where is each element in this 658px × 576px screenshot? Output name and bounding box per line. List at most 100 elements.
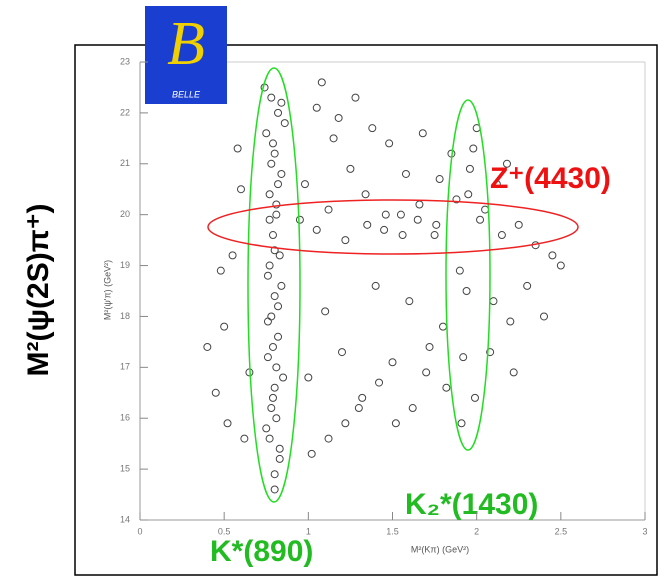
- point: [321, 307, 330, 316]
- point: [492, 180, 501, 189]
- point: [324, 434, 333, 443]
- point: [295, 215, 304, 224]
- point: [274, 180, 283, 189]
- point: [263, 353, 272, 362]
- point: [280, 119, 289, 128]
- point: [502, 159, 511, 168]
- point: [452, 195, 461, 204]
- point: [338, 348, 346, 357]
- x-tick-label: 2: [474, 526, 479, 536]
- point: [358, 393, 367, 402]
- point: [307, 449, 316, 458]
- kstar-ellipse: [247, 67, 301, 503]
- point: [265, 434, 274, 443]
- point: [263, 317, 272, 326]
- annotation: Z⁺(4430): [490, 162, 611, 195]
- point: [464, 190, 473, 199]
- point: [388, 358, 397, 367]
- point: [216, 266, 225, 275]
- y-tick-label: 16: [120, 413, 130, 423]
- point: [341, 236, 350, 245]
- point: [267, 404, 276, 413]
- x-tick-label: 3: [642, 526, 647, 536]
- point: [220, 322, 229, 331]
- annotation: K₂*(1430): [405, 488, 538, 521]
- point: [265, 261, 274, 270]
- point: [317, 78, 326, 87]
- point: [277, 98, 286, 107]
- point: [272, 363, 281, 372]
- point: [354, 404, 363, 413]
- point: [346, 164, 355, 173]
- x-tick-label: 0: [137, 526, 142, 536]
- point: [233, 144, 242, 153]
- frame: [74, 44, 658, 576]
- point: [408, 404, 417, 413]
- point: [556, 261, 565, 270]
- point: [425, 342, 434, 351]
- point: [279, 373, 288, 382]
- x-tick-label: 1: [306, 526, 311, 536]
- z-ellipse: [207, 199, 579, 255]
- point: [341, 419, 350, 428]
- point: [312, 103, 321, 112]
- point: [548, 251, 557, 260]
- y-tick-label: 20: [120, 209, 130, 219]
- point: [351, 93, 360, 102]
- y-tick-label: 18: [120, 311, 130, 321]
- point: [270, 485, 279, 494]
- point: [268, 393, 277, 402]
- point: [274, 332, 283, 341]
- point: [509, 368, 518, 377]
- point: [432, 220, 441, 229]
- point: [469, 144, 478, 153]
- point: [262, 129, 271, 138]
- logo: B BELLE: [145, 6, 227, 104]
- y-tick-label: 23: [120, 56, 130, 66]
- point: [380, 225, 389, 234]
- point: [270, 246, 279, 255]
- point: [381, 210, 390, 219]
- y-tick-label: 15: [120, 463, 130, 473]
- point: [268, 342, 277, 351]
- point: [275, 251, 284, 260]
- point: [430, 231, 439, 240]
- y-tick-label: 17: [120, 362, 130, 372]
- point: [368, 124, 377, 133]
- point: [405, 297, 414, 306]
- point: [361, 190, 370, 199]
- point: [506, 317, 515, 326]
- point: [275, 454, 284, 463]
- point: [237, 185, 245, 194]
- y-tick-label: 19: [120, 260, 130, 270]
- point: [270, 470, 279, 479]
- point: [459, 353, 468, 362]
- point: [228, 251, 237, 260]
- point: [274, 302, 283, 311]
- point: [391, 419, 400, 428]
- point: [262, 424, 271, 433]
- point: [375, 378, 384, 387]
- point: [203, 342, 212, 351]
- point: [267, 159, 276, 168]
- point: [497, 231, 506, 240]
- point: [272, 414, 281, 423]
- point: [240, 434, 249, 443]
- point: [272, 210, 281, 219]
- point: [312, 225, 321, 234]
- x-tick-label: 2.5: [555, 526, 568, 536]
- logo-letter: B: [167, 10, 205, 78]
- point: [329, 134, 338, 143]
- point: [385, 139, 394, 148]
- point: [457, 419, 466, 428]
- point: [211, 388, 220, 397]
- point: [486, 348, 495, 357]
- point: [304, 373, 313, 382]
- point: [300, 180, 309, 189]
- point: [275, 444, 284, 453]
- point: [470, 393, 479, 402]
- k2-ellipse: [445, 99, 491, 451]
- x-tick-label: 0.5: [218, 526, 231, 536]
- point: [514, 220, 523, 229]
